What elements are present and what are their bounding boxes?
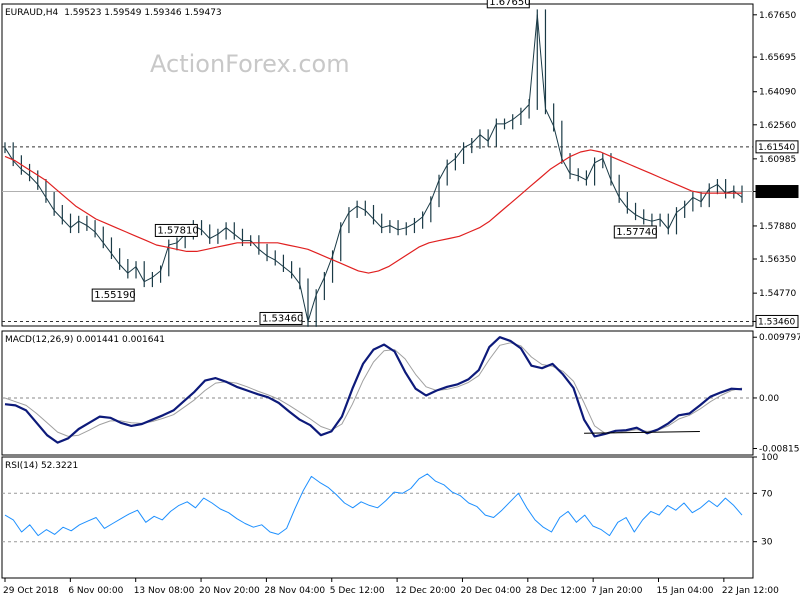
reference-label: 1.61540: [758, 143, 795, 153]
annotation-box: [259, 311, 303, 325]
x-tick-label: 20 Nov 20:00: [199, 586, 260, 596]
macd-signal-line: [4, 342, 743, 437]
macd-y-tick-label: -0.008152: [759, 445, 800, 455]
price-y-tick-label: 1.64090: [759, 88, 796, 98]
price-y-tick-label: 1.54770: [759, 289, 796, 299]
annotation-label: 1.55190: [94, 290, 135, 301]
symbol-label: EURAUD,H4: [5, 8, 58, 18]
reference-label: 1.53460: [758, 317, 795, 327]
x-tick-label: 28 Dec 12:00: [526, 586, 587, 596]
rsi-y-tick-label: 100: [761, 453, 778, 463]
macd-y-tick-label: 0.00: [759, 394, 779, 404]
rsi-title: RSI(14) 52.3221: [5, 461, 78, 471]
price-y-tick-label: 1.67650: [759, 11, 796, 21]
annotation-label: 1.67650: [489, 0, 530, 8]
macd-trendline: [584, 430, 700, 434]
price-y-tick-label: 1.62560: [759, 121, 796, 131]
reference-label: 1.59473: [758, 188, 795, 198]
annotation-box: [91, 288, 135, 302]
macd-line: [4, 336, 743, 444]
x-tick-label: 7 Jan 20:00: [591, 586, 643, 596]
price-y-tick-label: 1.57880: [759, 222, 796, 232]
reference-label-box: [755, 314, 799, 328]
x-tick-label: 20 Dec 04:00: [460, 586, 521, 596]
x-tick-label: 15 Jan 04:00: [657, 586, 714, 596]
x-tick-label: 29 Oct 2018: [3, 586, 59, 596]
price-header: EURAUD,H4 1.59523 1.59549 1.59346 1.59473: [5, 8, 222, 18]
x-tick-label: 12 Dec 20:00: [395, 586, 456, 596]
rsi-panel: RSI(14) 52.3221 100 70 30: [1, 453, 778, 579]
x-tick-label: 28 Nov 04:00: [264, 586, 325, 596]
annotation-label: 1.57810: [157, 225, 198, 236]
macd-panel: MACD(12,26,9) 0.001441 0.001641 0.009797 0…: [1, 330, 800, 456]
rsi-y-tick-label: 30: [761, 538, 773, 548]
reference-label-box: [755, 140, 799, 154]
annotation-label: 1.57740: [616, 227, 657, 238]
x-axis: 29 Oct 2018 6 Nov 00:00 13 Nov 08:00 20 Nov…: [3, 578, 779, 596]
annotation-box: [613, 225, 657, 239]
x-tick-label: 6 Nov 00:00: [68, 586, 123, 596]
watermark: ActionForex.com: [150, 50, 350, 78]
price-panel: ActionForex.com EURAUD,H4 1.59523 1.59549 …: [1, 0, 799, 328]
macd-y-tick-label: 0.009797: [759, 333, 800, 343]
price-frame: [1, 3, 754, 327]
x-tick-label: 13 Nov 08:00: [134, 586, 195, 596]
price-y-tick-label: 1.56350: [759, 255, 796, 265]
annotation-label: 1.53460: [262, 313, 303, 324]
reference-label-box: [755, 185, 799, 199]
macd-title: MACD(12,26,9) 0.001441 0.001641: [5, 335, 165, 345]
rsi-frame: [1, 456, 754, 579]
x-tick-label: 22 Jan 12:00: [722, 586, 779, 596]
price-y-tick-label: 1.60985: [759, 155, 796, 165]
moving-average-line: [4, 149, 742, 274]
rsi-y-tick-label: 70: [761, 489, 773, 499]
annotation-box: [154, 223, 198, 237]
annotation-box: [486, 0, 530, 9]
ohlc-values: 1.59523 1.59549 1.59346 1.59473: [64, 8, 221, 18]
rsi-line: [4, 473, 743, 537]
x-tick-label: 5 Dec 12:00: [330, 586, 385, 596]
price-line: [4, 14, 743, 322]
macd-frame: [1, 330, 754, 456]
price-y-tick-label: 1.65695: [759, 53, 796, 63]
